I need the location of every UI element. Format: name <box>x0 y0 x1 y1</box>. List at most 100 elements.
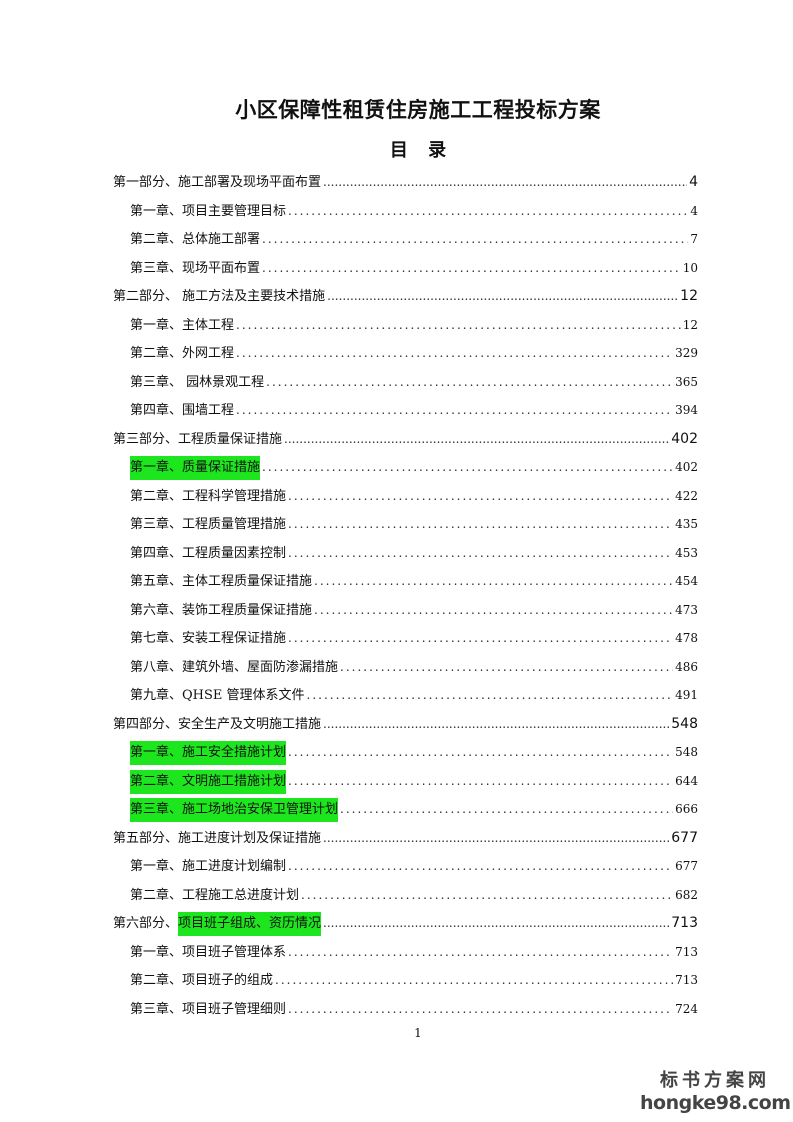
toc-entry-page: 422 <box>675 488 698 503</box>
dot-leader <box>288 541 673 565</box>
toc-entry-chapter[interactable]: 第三章、现场平面布置 10 <box>113 256 698 285</box>
dot-leader <box>301 883 673 907</box>
dot-leader <box>288 769 673 793</box>
toc-entry-page: 402 <box>675 460 698 474</box>
toc-entry-title: 第一章、项目主要管理目标 <box>130 203 287 219</box>
dot-leader <box>327 284 678 308</box>
toc-entry-chapter[interactable]: 第八章、建筑外墙、屋面防渗漏措施 486 <box>113 655 698 684</box>
toc-entry-chapter[interactable]: 第四章、围墙工程 394 <box>113 398 698 427</box>
toc-entry-title: 第三章、现场平面布置 <box>130 260 261 276</box>
toc-entry-chapter[interactable]: 第五章、主体工程质量保证措施 454 <box>113 569 698 598</box>
toc-entry-title: 第一章、施工安全措施计划 <box>130 741 287 765</box>
dot-leader <box>323 826 669 850</box>
toc-entry-title: 第一章、项目班子管理体系 <box>130 944 287 960</box>
dot-leader <box>236 313 681 337</box>
dot-leader <box>262 455 673 479</box>
toc-entry-chapter[interactable]: 第一章、项目班子管理体系 713 <box>113 940 698 969</box>
toc-entry-chapter[interactable]: 第三章、工程质量管理措施 435 <box>113 512 698 541</box>
toc-heading: 目 录 <box>389 140 447 161</box>
toc-entry-page: 7 <box>690 232 698 246</box>
toc-entry-chapter[interactable]: 第一章、质量保证措施 402 <box>113 455 698 484</box>
dot-leader <box>262 227 688 251</box>
toc-entry-page: 12 <box>680 288 698 304</box>
dot-leader <box>236 341 673 365</box>
toc-entry-part[interactable]: 第二部分、 施工方法及主要技术措施 12 <box>113 284 698 313</box>
toc-entry-title: 第一章、施工进度计划编制 <box>130 859 287 874</box>
toc-entry-chapter[interactable]: 第二章、工程施工总进度计划 682 <box>113 883 698 912</box>
toc-entry-page: 548 <box>675 745 698 759</box>
dot-leader <box>262 256 681 280</box>
toc-entry-title: 第三章、施工场地治安保卫管理计划 <box>130 798 339 822</box>
toc-entry-title: 第五章、主体工程质量保证措施 <box>130 574 313 589</box>
dot-leader <box>323 170 687 194</box>
toc-entry-page: 10 <box>682 260 698 275</box>
toc-entry-title: 第六部分、 <box>113 916 179 931</box>
toc-entry-part[interactable]: 第一部分、施工部署及现场平面布置 4 <box>113 170 698 199</box>
toc-entry-page: 329 <box>675 346 698 360</box>
dot-leader <box>288 484 673 508</box>
toc-entry-page: 435 <box>675 517 698 531</box>
toc-entry-title: 第四章、围墙工程 <box>130 403 235 418</box>
toc-entry-page: 478 <box>675 631 698 645</box>
dot-leader <box>288 199 688 223</box>
toc-entry-title: 第二章、总体施工部署 <box>130 232 261 247</box>
toc-entry-page: 548 <box>671 715 698 732</box>
toc-entry-part[interactable]: 第六部分、 项目班子组成、资历情况 713 <box>113 911 698 940</box>
toc-entry-page: 644 <box>675 773 698 788</box>
toc-entry-page: 12 <box>682 317 698 332</box>
dot-leader <box>288 997 673 1021</box>
toc-entry-chapter[interactable]: 第三章、施工场地治安保卫管理计划 666 <box>113 797 698 826</box>
toc-entry-chapter[interactable]: 第三章、项目班子管理细则 724 <box>113 997 698 1026</box>
toc-entry-page: 394 <box>675 403 698 417</box>
toc-entry-title: 第三章、项目班子管理细则 <box>130 1001 287 1017</box>
toc-entry-page: 713 <box>671 915 698 931</box>
toc-entry-title: 第一章、主体工程 <box>130 317 235 333</box>
toc-entry-page: 677 <box>675 859 698 873</box>
toc-entry-title: 第二部分、 施工方法及主要技术措施 <box>113 289 326 304</box>
toc-entry-chapter[interactable]: 第一章、施工安全措施计划 548 <box>113 740 698 769</box>
toc-entry-chapter[interactable]: 第四章、工程质量因素控制 453 <box>113 541 698 570</box>
page-number: 1 <box>414 1026 422 1040</box>
document-title: 小区保障性租赁住房施工工程投标方案 <box>235 97 601 122</box>
dot-leader <box>340 797 673 821</box>
toc-entry-chapter[interactable]: 第一章、项目主要管理目标 4 <box>113 199 698 228</box>
toc-entry-title-highlighted: 项目班子组成、资历情况 <box>178 912 322 936</box>
toc-entry-page: 677 <box>671 829 698 846</box>
toc-entry-chapter[interactable]: 第二章、工程科学管理措施 422 <box>113 484 698 513</box>
toc-entry-chapter[interactable]: 第六章、装饰工程质量保证措施 473 <box>113 598 698 627</box>
toc-entry-chapter[interactable]: 第一章、主体工程 12 <box>113 313 698 342</box>
dot-leader <box>288 940 673 964</box>
dot-leader <box>288 626 673 650</box>
toc-entry-part[interactable]: 第五部分、施工进度计划及保证措施 677 <box>113 826 698 855</box>
toc-entry-page: 4 <box>689 174 698 190</box>
toc-entry-title: 第七章、安装工程保证措施 <box>130 631 287 646</box>
toc-entry-chapter[interactable]: 第一章、施工进度计划编制 677 <box>113 854 698 883</box>
toc-entry-chapter[interactable]: 第二章、文明施工措施计划 644 <box>113 769 698 798</box>
toc-entry-page: 365 <box>675 374 698 389</box>
toc-entry-title: 第二章、工程施工总进度计划 <box>130 887 300 903</box>
toc-entry-page: 453 <box>675 545 698 560</box>
toc-entry-title: 第三章、 园林景观工程 <box>130 374 265 390</box>
toc-entry-page: 454 <box>675 574 698 588</box>
toc-entry-page: 4 <box>690 203 698 218</box>
dot-leader <box>340 655 673 679</box>
dot-leader <box>288 740 673 764</box>
toc-entry-part[interactable]: 第四部分、安全生产及文明施工措施 548 <box>113 712 698 741</box>
dot-leader <box>314 569 673 593</box>
toc-entry-chapter[interactable]: 第九章、QHSE 管理体系文件 491 <box>113 683 698 712</box>
toc-entry-chapter[interactable]: 第七章、安装工程保证措施 478 <box>113 626 698 655</box>
dot-leader <box>323 712 669 736</box>
toc-entry-page: 666 <box>675 802 698 816</box>
toc-entry-chapter[interactable]: 第二章、外网工程 329 <box>113 341 698 370</box>
toc-entry-chapter[interactable]: 第二章、项目班子的组成 713 <box>113 968 698 997</box>
toc-entry-page: 724 <box>675 1001 698 1016</box>
toc-entry-title: 第二章、外网工程 <box>130 346 235 361</box>
toc-entry-title: 第五部分、施工进度计划及保证措施 <box>113 830 322 846</box>
toc-entry-title: 第九章、QHSE 管理体系文件 <box>130 688 305 703</box>
toc-entry-chapter[interactable]: 第三章、 园林景观工程 365 <box>113 370 698 399</box>
dot-leader <box>236 398 673 422</box>
toc-entry-chapter[interactable]: 第二章、总体施工部署 7 <box>113 227 698 256</box>
toc-entry-title: 第三部分、工程质量保证措施 <box>113 431 283 447</box>
toc-entry-title: 第八章、建筑外墙、屋面防渗漏措施 <box>130 659 339 675</box>
toc-entry-part[interactable]: 第三部分、工程质量保证措施 402 <box>113 427 698 456</box>
